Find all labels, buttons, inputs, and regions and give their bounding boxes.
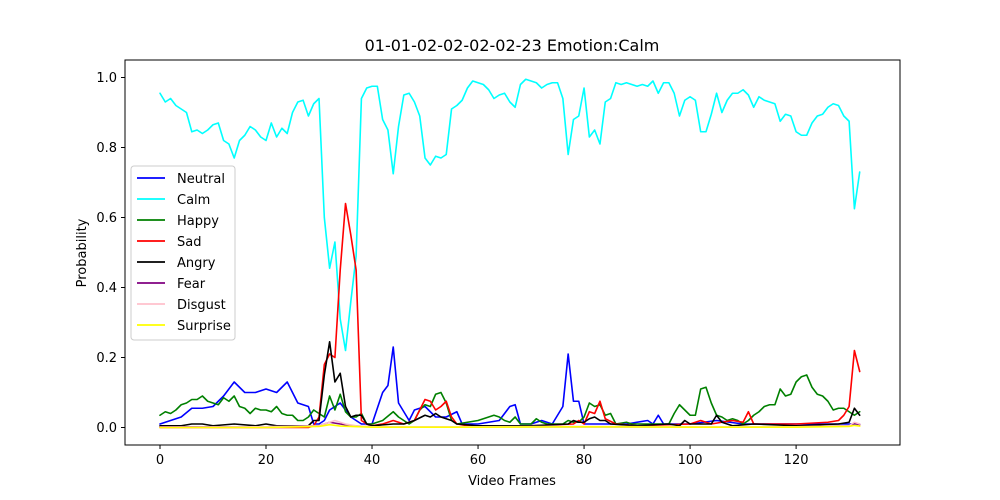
legend: Neutral Calm Happy Sad Angry Fear Disgust Surpr… xyxy=(130,165,236,341)
y-tick-label: 0.8 xyxy=(96,141,117,156)
chart-title: 01-01-02-02-02-02-23 Emotion:Calm xyxy=(365,36,660,55)
x-tick-label: 20 xyxy=(258,453,275,468)
legend-label-happy: Happy xyxy=(177,214,219,229)
legend-label-disgust: Disgust xyxy=(177,298,226,313)
y-tick-label: 0.0 xyxy=(96,421,117,436)
x-axis: 0 20 40 60 80 100 120 xyxy=(156,445,809,468)
x-tick-label: 80 xyxy=(576,453,593,468)
legend-label-neutral: Neutral xyxy=(177,172,225,187)
legend-label-sad: Sad xyxy=(177,235,201,250)
legend-label-surprise: Surprise xyxy=(177,319,231,334)
y-tick-label: 0.4 xyxy=(96,281,117,296)
y-axis-label: Probability xyxy=(75,218,90,287)
y-tick-label: 1.0 xyxy=(96,71,117,86)
legend-label-fear: Fear xyxy=(177,277,206,292)
y-axis: 0.0 0.2 0.4 0.6 0.8 1.0 xyxy=(96,71,125,436)
series-line-happy xyxy=(159,374,861,425)
y-tick-label: 0.6 xyxy=(96,211,117,226)
x-tick-label: 0 xyxy=(156,453,164,468)
legend-label-angry: Angry xyxy=(177,256,216,271)
x-tick-label: 40 xyxy=(364,453,381,468)
x-tick-label: 120 xyxy=(784,453,809,468)
series-line-calm xyxy=(159,78,861,352)
x-axis-label: Video Frames xyxy=(468,474,556,489)
legend-box xyxy=(130,165,236,341)
x-tick-label: 60 xyxy=(470,453,487,468)
series-line-surprise xyxy=(159,423,861,429)
x-tick-label: 100 xyxy=(678,453,703,468)
legend-label-calm: Calm xyxy=(177,193,210,208)
plot-lines xyxy=(159,78,861,429)
plot-frame xyxy=(124,59,901,446)
y-tick-label: 0.2 xyxy=(96,351,117,366)
